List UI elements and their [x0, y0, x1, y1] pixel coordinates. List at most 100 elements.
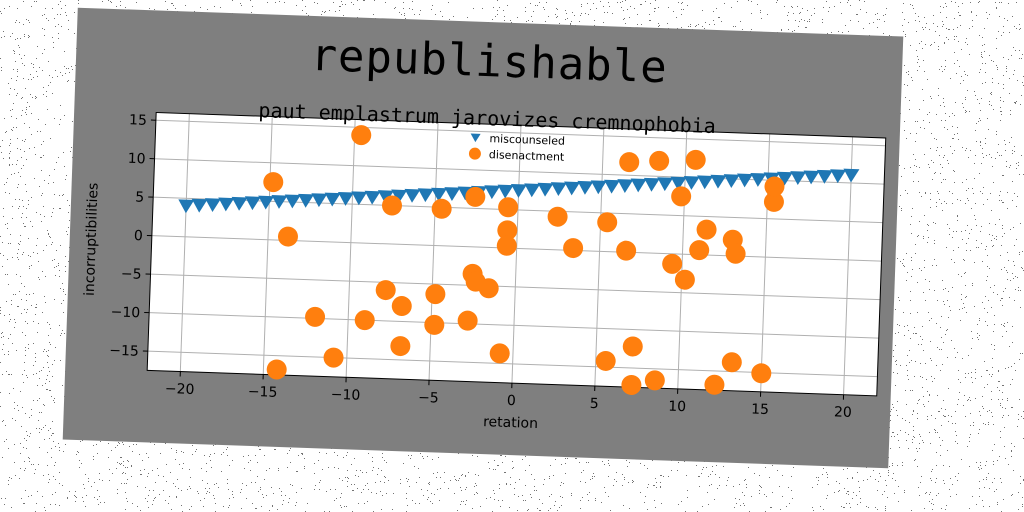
- disenactment-point: [621, 374, 642, 395]
- series-layer: [178, 125, 860, 395]
- y-tick-label: −5: [121, 266, 142, 283]
- disenactment-point: [424, 314, 445, 335]
- disenactment-point: [391, 296, 412, 317]
- miscounseled-point: [577, 180, 594, 195]
- miscounseled-point: [351, 191, 368, 206]
- disenactment-point: [381, 195, 402, 216]
- legend-marker-disenactment: [468, 147, 481, 160]
- x-tick-label: 0: [507, 393, 516, 409]
- disenactment-point: [563, 238, 584, 259]
- disenactment-point: [689, 240, 710, 261]
- x-grid-line: [179, 113, 190, 372]
- x-grid-line: [428, 122, 439, 381]
- miscounseled-point: [550, 182, 567, 197]
- miscounseled-point: [683, 176, 700, 190]
- scatter-plot: −20 −15 −10 −5 0 5 10 15 20 −15 −10 −5 0 5 10 15 misco…: [82, 112, 887, 432]
- miscounseled-point: [231, 196, 248, 211]
- disenactment-point: [763, 191, 784, 212]
- miscounseled-point: [431, 187, 448, 202]
- chart-card: −20 −15 −10 −5 0 5 10 15 20 −15 −10 −5 0 5 10 15 misco…: [62, 7, 904, 469]
- miscounseled-point: [391, 189, 408, 204]
- disenactment-point: [696, 219, 717, 240]
- x-tick-label: −10: [330, 387, 360, 404]
- miscounseled-point: [843, 168, 860, 183]
- y-ticks: −15 −10 −5 0 5 10 15: [109, 112, 156, 360]
- x-tick-label: −5: [418, 390, 439, 407]
- y-tick-label: −10: [110, 304, 140, 321]
- y-grid-line: [154, 158, 885, 185]
- disenactment-point: [390, 336, 411, 357]
- grid-lines: [146, 112, 887, 397]
- miscounseled-point: [723, 174, 740, 189]
- miscounseled-point: [564, 181, 581, 196]
- miscounseled-point: [324, 192, 341, 207]
- miscounseled-point: [697, 175, 714, 190]
- legend-marker-miscounseled: [470, 133, 481, 143]
- x-ticks: −20 −15 −10 −5 0 5 10 15 20: [165, 371, 852, 421]
- disenactment-point: [597, 212, 618, 233]
- disenactment-point: [478, 278, 499, 299]
- miscounseled-point: [271, 195, 288, 209]
- x-grid-line: [677, 131, 688, 389]
- miscounseled-point: [524, 183, 541, 198]
- disenactment-point: [277, 226, 298, 247]
- disenactment-point: [497, 220, 518, 241]
- miscounseled-point: [284, 194, 301, 209]
- miscounseled-point: [298, 193, 315, 208]
- y-axis-label: incorruptibilities: [82, 182, 102, 296]
- miscounseled-point: [790, 171, 807, 185]
- y-grid-line: [150, 273, 881, 301]
- miscounseled-point: [590, 180, 607, 195]
- disenactment-point: [431, 198, 452, 219]
- y-tick-label: 15: [129, 112, 147, 129]
- disenactment-point: [489, 343, 510, 364]
- miscounseled-point: [337, 191, 354, 206]
- disenactment-point: [704, 374, 725, 395]
- miscounseled-point: [244, 196, 261, 211]
- disenactment-point: [662, 253, 683, 274]
- y-grid-line: [155, 119, 886, 147]
- disenactment-point: [498, 197, 519, 218]
- miscounseled-point: [191, 198, 208, 213]
- miscounseled-point: [657, 177, 674, 192]
- miscounseled-point: [178, 199, 195, 214]
- x-tick-label: −20: [165, 381, 195, 398]
- disenactment-point: [616, 240, 637, 261]
- y-tick-label: 0: [134, 228, 143, 244]
- x-tick-label: −15: [248, 384, 278, 401]
- x-tick-label: 5: [589, 396, 598, 412]
- disenactment-point: [465, 186, 486, 207]
- y-grid-line: [151, 235, 882, 262]
- disenactment-point: [351, 125, 372, 146]
- disenactment-point: [354, 310, 375, 331]
- x-grid-line: [511, 125, 522, 384]
- miscounseled-point: [204, 198, 221, 213]
- miscounseled-point: [803, 170, 820, 185]
- miscounseled-point: [484, 185, 501, 200]
- disenactment-point: [644, 370, 665, 391]
- x-axis-label: retation: [483, 414, 538, 432]
- disenactment-point: [622, 336, 643, 357]
- y-tick-label: 10: [127, 151, 145, 168]
- miscounseled-point: [258, 195, 275, 210]
- miscounseled-point: [830, 169, 847, 184]
- miscounseled-point: [218, 197, 235, 212]
- miscounseled-point: [816, 169, 833, 184]
- legend-label: miscounseled: [489, 132, 565, 148]
- disenactment-point: [263, 172, 284, 193]
- series-miscounseled: [178, 168, 860, 214]
- x-grid-line: [594, 128, 605, 387]
- disenactment-point: [266, 359, 287, 380]
- miscounseled-point: [670, 176, 687, 191]
- disenactment-point: [671, 186, 692, 207]
- miscounseled-point: [737, 173, 754, 188]
- x-grid-line: [262, 116, 273, 375]
- miscounseled-point: [497, 184, 514, 199]
- y-grid-line: [153, 196, 883, 224]
- x-tick-label: 20: [834, 404, 852, 421]
- miscounseled-point: [643, 177, 660, 192]
- disenactment-point: [674, 269, 695, 290]
- disenactment-point: [595, 350, 616, 371]
- miscounseled-point: [417, 188, 434, 203]
